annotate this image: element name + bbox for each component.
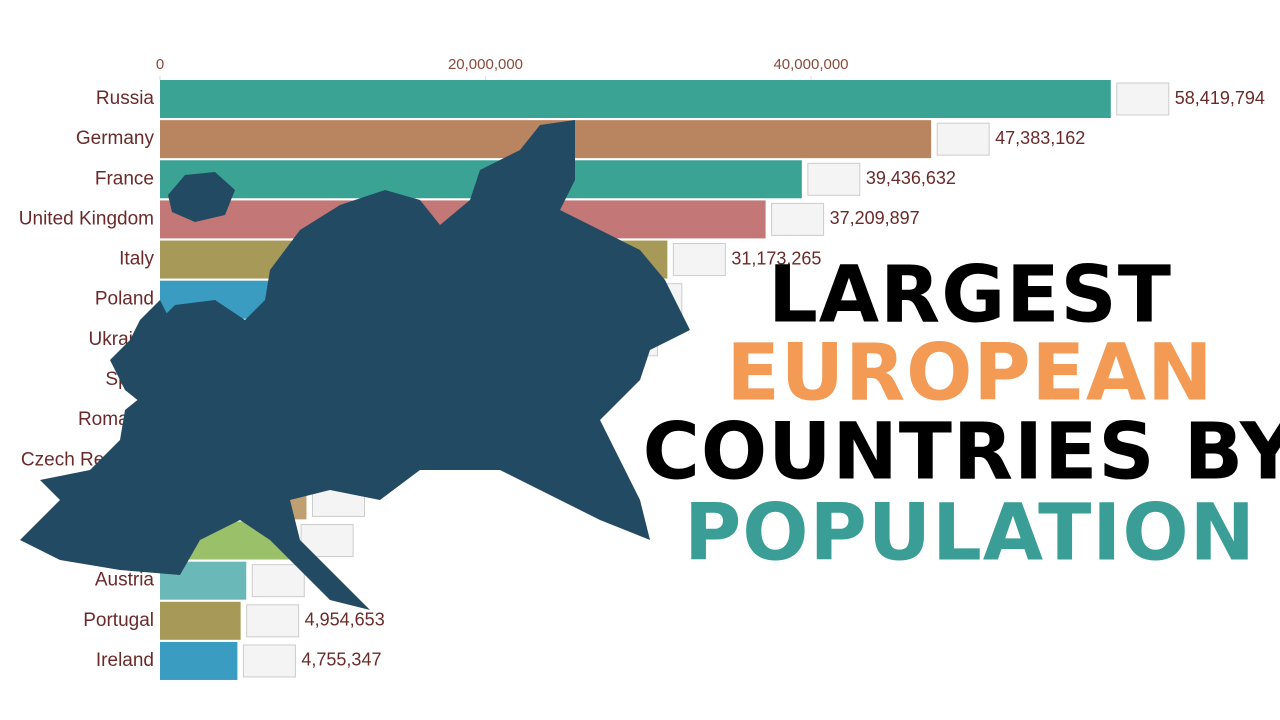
europe-map: [20, 120, 690, 610]
value-label: 31,173,265: [731, 248, 821, 268]
x-tick-label: 0: [156, 56, 164, 73]
headline-line: EUROPEAN: [726, 328, 1213, 418]
category-label: France: [95, 168, 154, 189]
category-label: Austria: [95, 570, 155, 591]
flag: [807, 162, 861, 196]
flag: [251, 564, 305, 598]
bar: [160, 601, 241, 640]
category-label: Germany: [76, 128, 155, 149]
category-label: Russia: [96, 88, 155, 109]
category-label: Portugal: [83, 610, 154, 631]
headline-line: LARGEST: [768, 250, 1172, 340]
flag: [246, 604, 300, 638]
bar: [160, 641, 238, 680]
headline-line: COUNTRIES BY: [643, 407, 1280, 497]
flag: [242, 644, 296, 678]
flag: [936, 122, 990, 156]
flag: [672, 243, 726, 277]
value-label: 39,436,632: [866, 168, 956, 188]
british-isles: [110, 300, 180, 410]
value-label: 37,209,897: [830, 208, 920, 228]
x-tick-label: 20,000,000: [448, 56, 523, 73]
value-label: 47,383,162: [995, 128, 1085, 148]
flag: [1116, 82, 1170, 116]
category-label: United Kingdom: [19, 208, 154, 229]
category-label: Poland: [95, 289, 154, 310]
iceland: [168, 172, 235, 222]
flag: [771, 202, 825, 236]
category-label: Italy: [119, 249, 154, 270]
bar: [160, 80, 1111, 118]
value-label: 58,419,794: [1175, 88, 1265, 108]
headline-line: POPULATION: [684, 488, 1256, 578]
value-label: 4,755,347: [301, 650, 381, 670]
category-label: Ireland: [96, 650, 154, 671]
x-tick-label: 40,000,000: [773, 56, 848, 73]
value-label: 4,954,653: [305, 610, 385, 630]
